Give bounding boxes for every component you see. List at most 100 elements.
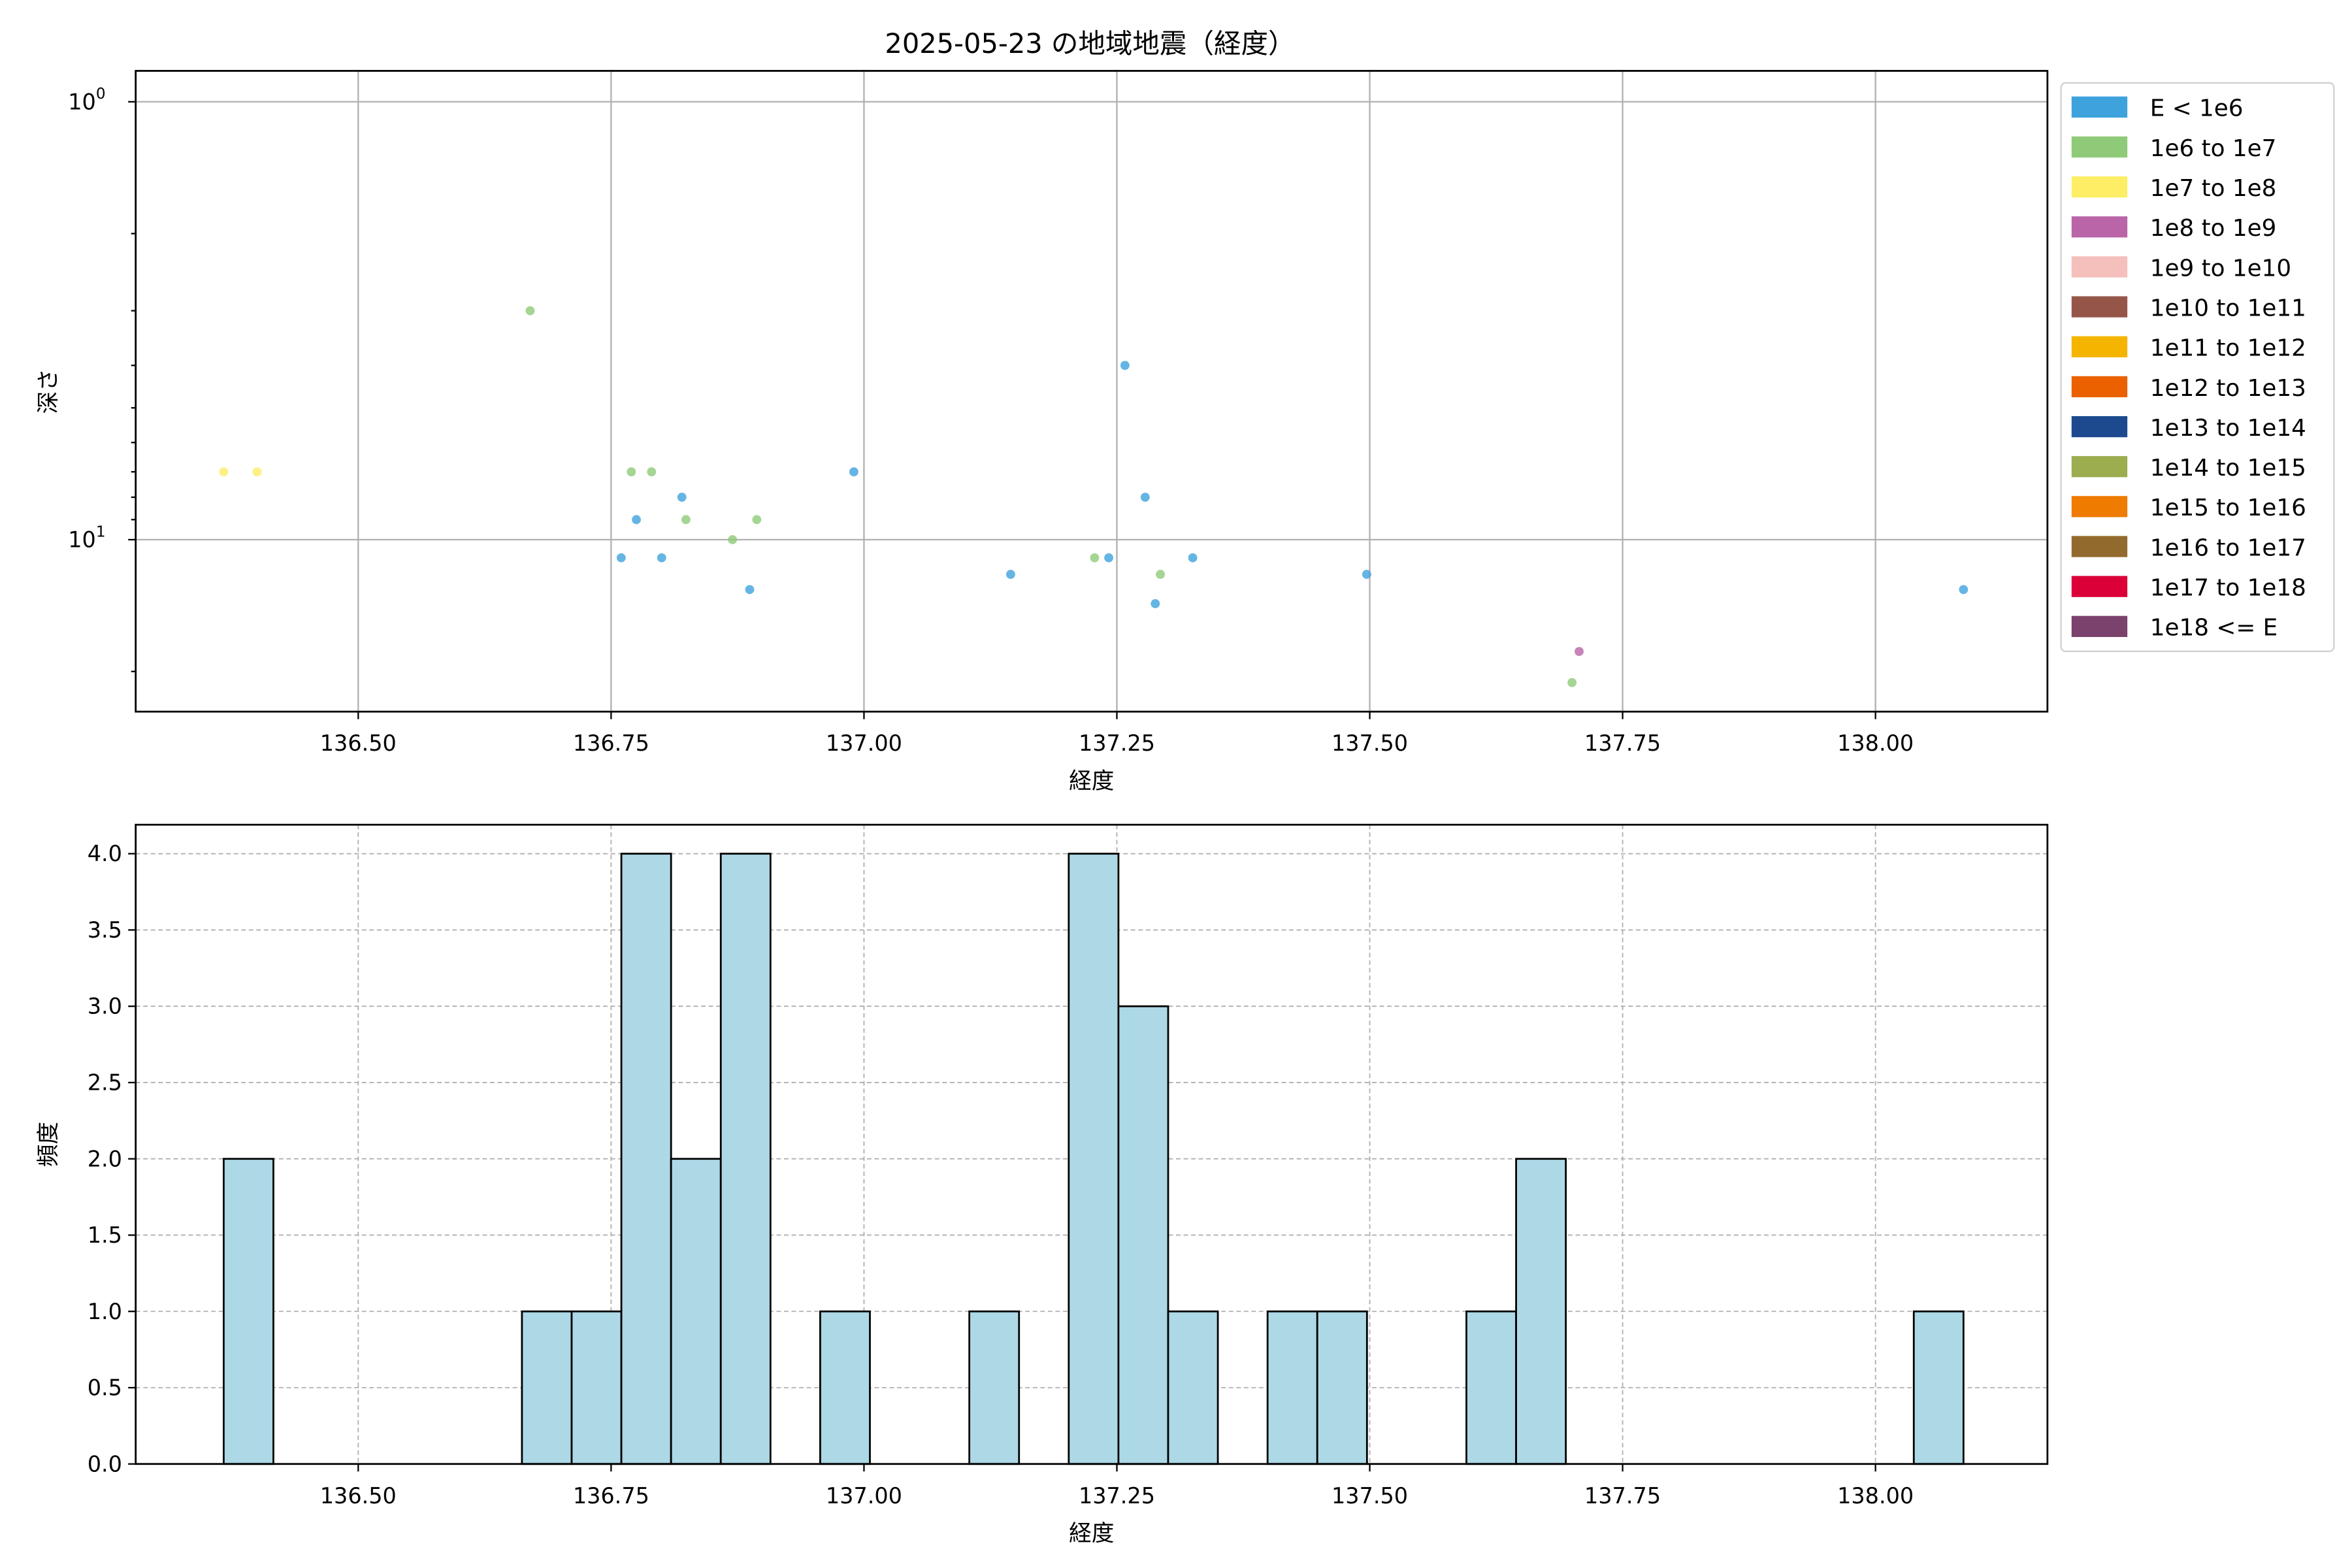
legend-swatch	[2071, 136, 2128, 158]
histogram-bar	[719, 853, 772, 1465]
histogram-bar	[1316, 1310, 1368, 1465]
x-tick-label: 137.75	[1584, 730, 1661, 756]
data-point	[1362, 570, 1371, 580]
legend-swatch	[2071, 576, 2128, 597]
x-tick-label: 138.00	[1837, 1483, 1914, 1509]
legend-swatch	[2071, 536, 2128, 557]
legend-label: 1e10 to 1e11	[2150, 295, 2306, 321]
data-point	[681, 515, 691, 525]
y-axis-label: 深さ	[35, 368, 61, 414]
histogram-bar	[1266, 1310, 1318, 1465]
histogram-plot: 136.50 136.75 137.00 137.25 137.50 137.75 138.…	[35, 823, 2049, 1546]
data-point	[1575, 647, 1584, 657]
legend-swatch	[2071, 336, 2128, 357]
x-axis-label: 経度	[1069, 1520, 1114, 1546]
histogram-bar	[570, 1310, 623, 1465]
legend-swatch	[2071, 456, 2128, 478]
data-point	[219, 467, 229, 477]
y-tick-label: 0.0	[88, 1451, 122, 1477]
histogram-bar	[521, 1310, 573, 1465]
data-point	[632, 515, 641, 525]
x-tick-label: 136.75	[573, 730, 649, 756]
data-point	[752, 515, 762, 525]
y-tick-exponent: 0	[96, 86, 106, 103]
data-point	[1959, 585, 1968, 595]
legend-label: 1e14 to 1e15	[2150, 455, 2306, 482]
data-point	[1005, 570, 1015, 580]
x-tick-label: 137.75	[1584, 1483, 1661, 1509]
data-point	[728, 535, 738, 544]
histogram-bar	[1465, 1310, 1517, 1465]
x-tick-label: 137.00	[826, 1483, 902, 1509]
data-point	[849, 467, 858, 477]
legend-swatch	[2071, 296, 2128, 318]
data-point	[1104, 553, 1114, 563]
histogram-bar	[1068, 853, 1120, 1465]
legend-label: 1e11 to 1e12	[2150, 335, 2306, 362]
legend-box	[2060, 82, 2335, 653]
y-tick-label: 0.5	[88, 1375, 122, 1401]
y-tick-label: 2.0	[88, 1146, 122, 1171]
y-tick-label: 100	[68, 86, 105, 114]
data-point	[647, 467, 657, 477]
x-tick-label: 137.25	[1079, 1483, 1155, 1509]
legend-swatch	[2071, 376, 2128, 398]
x-tick-label: 138.00	[1837, 730, 1914, 756]
data-point	[1140, 493, 1150, 502]
y-tick-label: 3.0	[88, 994, 122, 1019]
x-tick-label: 136.50	[320, 730, 397, 756]
legend-label: 1e6 to 1e7	[2150, 135, 2277, 162]
data-point	[657, 553, 666, 563]
legend-swatch	[2071, 176, 2128, 198]
legend-swatch	[2071, 96, 2128, 118]
y-tick-label: 1.5	[88, 1222, 122, 1248]
chart-title: 2025-05-23 の地域地震（経度）	[885, 27, 1295, 59]
legend-swatch	[2071, 615, 2128, 637]
legend-swatch	[2071, 496, 2128, 517]
legend-label: 1e7 to 1e8	[2150, 175, 2277, 202]
legend-swatch	[2071, 416, 2128, 438]
data-point	[525, 306, 535, 316]
data-point	[252, 467, 262, 477]
y-axis-label: 頻度	[35, 1122, 61, 1167]
legend-label: 1e17 to 1e18	[2150, 575, 2306, 602]
x-tick-label: 137.50	[1331, 730, 1408, 756]
histogram-bar	[819, 1310, 871, 1465]
data-point	[677, 493, 687, 502]
histogram-bar	[223, 1158, 274, 1465]
legend-label: E < 1e6	[2150, 95, 2244, 122]
x-tick-label: 137.50	[1331, 1483, 1408, 1509]
y-tick-label: 2.5	[88, 1070, 122, 1096]
legend-swatch	[2071, 216, 2128, 238]
x-axis-label: 経度	[1069, 768, 1114, 794]
plot-frame	[135, 70, 2049, 713]
histogram-bar	[1167, 1310, 1219, 1465]
legend-label: 1e8 to 1e9	[2150, 215, 2277, 242]
y-tick-label: 101	[68, 523, 105, 552]
data-point	[1120, 361, 1130, 370]
data-point	[627, 467, 636, 477]
y-tick-exponent: 1	[96, 523, 106, 540]
x-tick-label: 136.50	[320, 1483, 397, 1509]
legend-label: 1e9 to 1e10	[2150, 255, 2291, 282]
x-tick-label: 137.25	[1079, 730, 1155, 756]
legend-label: 1e16 to 1e17	[2150, 534, 2306, 561]
legend-label: 1e18 <= E	[2150, 615, 2278, 642]
x-tick-label: 137.00	[826, 730, 902, 756]
legend-label: 1e13 to 1e14	[2150, 415, 2306, 442]
scatter-plot: 136.50 137.00 137.25 137.50 137.75 138.00 136.…	[35, 70, 2049, 794]
legend: E < 1e6 1e6 to 1e7 1e7 to 1e8 1e8 to 1e9 1e9…	[2060, 82, 2335, 653]
histogram-bar	[670, 1158, 722, 1465]
y-tick-label: 4.0	[88, 841, 122, 866]
histogram-bar	[1912, 1310, 1965, 1465]
x-tick-label: 136.75	[573, 1483, 649, 1509]
data-point	[1151, 599, 1160, 608]
histogram-bar	[1515, 1158, 1567, 1465]
legend-label: 1e12 to 1e13	[2150, 375, 2306, 402]
y-tick-base: 10	[68, 527, 96, 553]
data-point	[1567, 678, 1577, 687]
histogram-bar	[620, 853, 672, 1465]
data-point	[1188, 553, 1198, 563]
y-tick-base: 10	[68, 89, 96, 114]
